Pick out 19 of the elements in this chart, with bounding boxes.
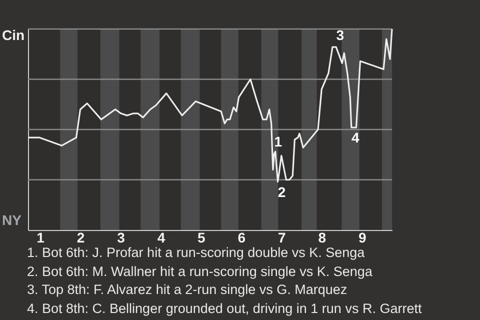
annotation: 1 bbox=[274, 134, 282, 150]
x-tick-label: 8 bbox=[318, 230, 326, 246]
annotation: 2 bbox=[278, 184, 286, 200]
annotation: 3 bbox=[336, 27, 344, 44]
x-tick-label: 6 bbox=[238, 230, 246, 246]
text: Cin bbox=[2, 27, 25, 43]
x-tick-label: 2 bbox=[76, 230, 85, 246]
x-tick-label: 1 bbox=[36, 230, 45, 246]
x-tick-label: 3 bbox=[117, 230, 126, 246]
text: 1. Bot 6th: J. Profar hit a run-scoring double vs K. Senga bbox=[27, 244, 366, 262]
x-tick-label: 5 bbox=[198, 230, 206, 246]
text: NY bbox=[2, 212, 22, 228]
x-tick-label: 7 bbox=[278, 230, 286, 246]
text: 3. Top 8th: F. Alvarez hit a 2-run single vs G. Marquez bbox=[27, 281, 348, 299]
text: 2. Bot 6th: M. Wallner hit a run-scoring single vs K. Senga bbox=[27, 262, 374, 281]
x-tick-label: 9 bbox=[358, 230, 366, 246]
x-tick-label: 4 bbox=[157, 230, 166, 246]
annotation: 4 bbox=[351, 129, 360, 146]
text: 4. Bot 8th: C. Bellinger grounded out, driving in 1 run vs R. Garrett bbox=[27, 300, 422, 318]
